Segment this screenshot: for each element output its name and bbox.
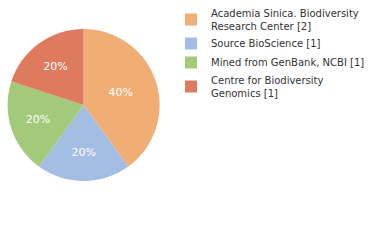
svg-text:20%: 20% (26, 113, 50, 126)
svg-text:Source BioScience [1]: Source BioScience [1] (211, 38, 320, 49)
svg-text:40%: 40% (108, 86, 132, 99)
svg-text:Mined from GenBank, NCBI [1]: Mined from GenBank, NCBI [1] (211, 57, 364, 68)
svg-text:20%: 20% (43, 60, 67, 73)
svg-text:Academia Sinica. BiodiversityR: Academia Sinica. BiodiversityResearch Ce… (211, 8, 359, 32)
svg-text:Centre for BiodiversityGenomic: Centre for BiodiversityGenomics [1] (211, 75, 324, 99)
svg-text:20%: 20% (71, 146, 95, 159)
